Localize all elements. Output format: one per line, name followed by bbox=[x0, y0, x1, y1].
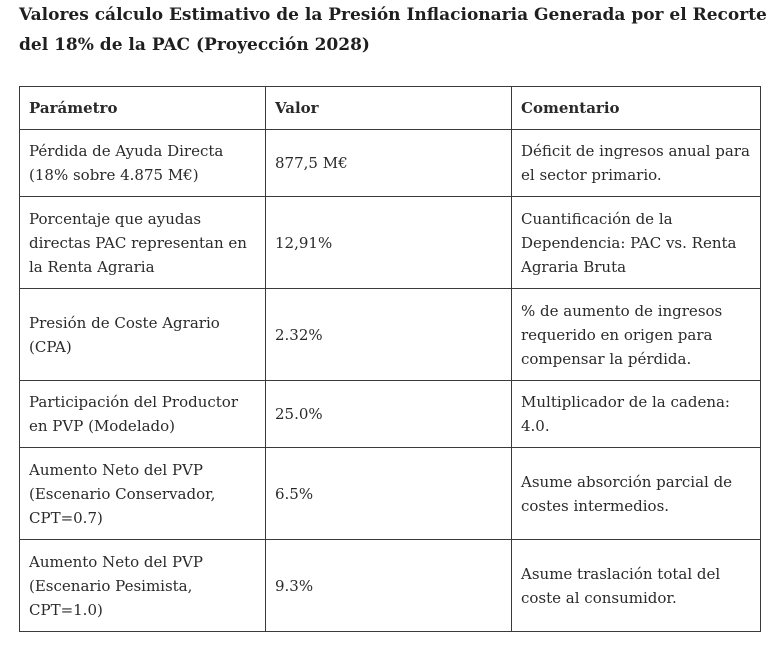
cell-parametro: Porcentaje que ayudas directas PAC repre… bbox=[19, 196, 266, 289]
table-body: Pérdida de Ayuda Directa (18% sobre 4.87… bbox=[19, 129, 761, 632]
cell-parametro: Participación del Productor en PVP (Mode… bbox=[19, 380, 266, 448]
table-row: Pérdida de Ayuda Directa (18% sobre 4.87… bbox=[19, 129, 761, 197]
header-row: Parámetro Valor Comentario bbox=[19, 86, 761, 130]
cell-valor: 2.32% bbox=[265, 288, 512, 381]
cell-parametro: Aumento Neto del PVP (Escenario Pesimist… bbox=[19, 539, 266, 632]
table-row: Presión de Coste Agrario (CPA) 2.32% % d… bbox=[19, 288, 761, 381]
cell-comentario: % de aumento de ingresos requerido en or… bbox=[511, 288, 761, 381]
cell-valor: 877,5 M€ bbox=[265, 129, 512, 197]
cell-valor: 6.5% bbox=[265, 447, 512, 540]
column-header-comentario: Comentario bbox=[511, 86, 761, 130]
table-row: Porcentaje que ayudas directas PAC repre… bbox=[19, 196, 761, 289]
table-row: Aumento Neto del PVP (Escenario Conserva… bbox=[19, 447, 761, 540]
cell-valor: 25.0% bbox=[265, 380, 512, 448]
cell-parametro: Aumento Neto del PVP (Escenario Conserva… bbox=[19, 447, 266, 540]
cell-comentario: Asume traslación total del coste al cons… bbox=[511, 539, 761, 632]
data-table: Parámetro Valor Comentario Pérdida de Ay… bbox=[19, 86, 761, 632]
table-row: Aumento Neto del PVP (Escenario Pesimist… bbox=[19, 539, 761, 632]
cell-comentario: Multiplicador de la cadena: 4.0. bbox=[511, 380, 761, 448]
page-title: Valores cálculo Estimativo de la Presión… bbox=[19, 5, 767, 55]
cell-comentario: Déficit de ingresos anual para el sector… bbox=[511, 129, 761, 197]
column-header-valor: Valor bbox=[265, 86, 512, 130]
cell-parametro: Presión de Coste Agrario (CPA) bbox=[19, 288, 266, 381]
cell-comentario: Cuantificación de la Dependencia: PAC vs… bbox=[511, 196, 761, 289]
cell-parametro: Pérdida de Ayuda Directa (18% sobre 4.87… bbox=[19, 129, 266, 197]
table-row: Participación del Productor en PVP (Mode… bbox=[19, 380, 761, 448]
cell-valor: 12,91% bbox=[265, 196, 512, 289]
column-header-parametro: Parámetro bbox=[19, 86, 266, 130]
cell-valor: 9.3% bbox=[265, 539, 512, 632]
cell-comentario: Asume absorción parcial de costes interm… bbox=[511, 447, 761, 540]
table-header: Parámetro Valor Comentario bbox=[19, 86, 761, 130]
